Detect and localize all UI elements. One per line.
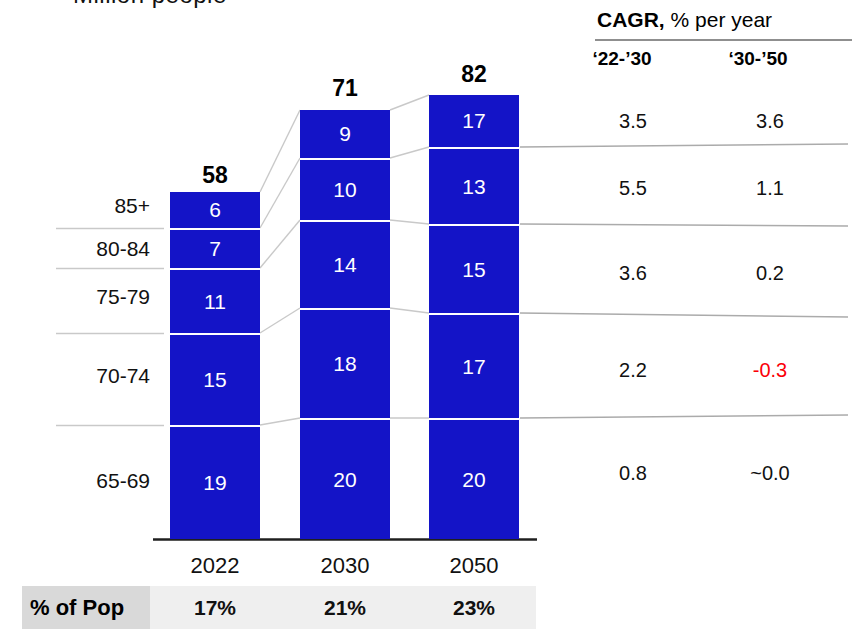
bars-layer: 5867111519202217%71910141820203021%82171… [0,0,857,637]
bar-2030-segment-85plus: 9 [300,110,390,158]
bar-2030-segment-80-84: 10 [300,158,390,220]
bar-2030-segment-70-74: 18 [300,308,390,418]
bar-2022-segment-85plus: 6 [170,192,260,228]
pct-value-2050: 23% [429,586,519,629]
total-label-2022: 58 [170,162,260,189]
bar-2050-segment-85plus: 17 [429,95,519,147]
bar-2022-segment-80-84: 7 [170,228,260,268]
year-label-2030: 2030 [300,553,390,579]
total-label-2030: 71 [300,75,390,102]
population-age-chart: Million people 85+ 80-84 75-79 70-74 65-… [0,0,857,637]
bar-2022-segment-65-69: 19 [170,425,260,539]
bar-2022-segment-75-79: 11 [170,268,260,333]
pct-value-2030: 21% [300,586,390,629]
year-label-2022: 2022 [170,553,260,579]
bar-2050-segment-65-69: 20 [429,418,519,539]
bar-2022-segment-70-74: 15 [170,333,260,425]
total-label-2050: 82 [429,61,519,88]
bar-2030-segment-75-79: 14 [300,220,390,308]
bar-2050-segment-80-84: 13 [429,147,519,224]
bar-2050-segment-70-74: 17 [429,313,519,418]
year-label-2050: 2050 [429,553,519,579]
bar-2050-segment-75-79: 15 [429,224,519,313]
pct-value-2022: 17% [170,586,260,629]
bar-2030-segment-65-69: 20 [300,418,390,539]
